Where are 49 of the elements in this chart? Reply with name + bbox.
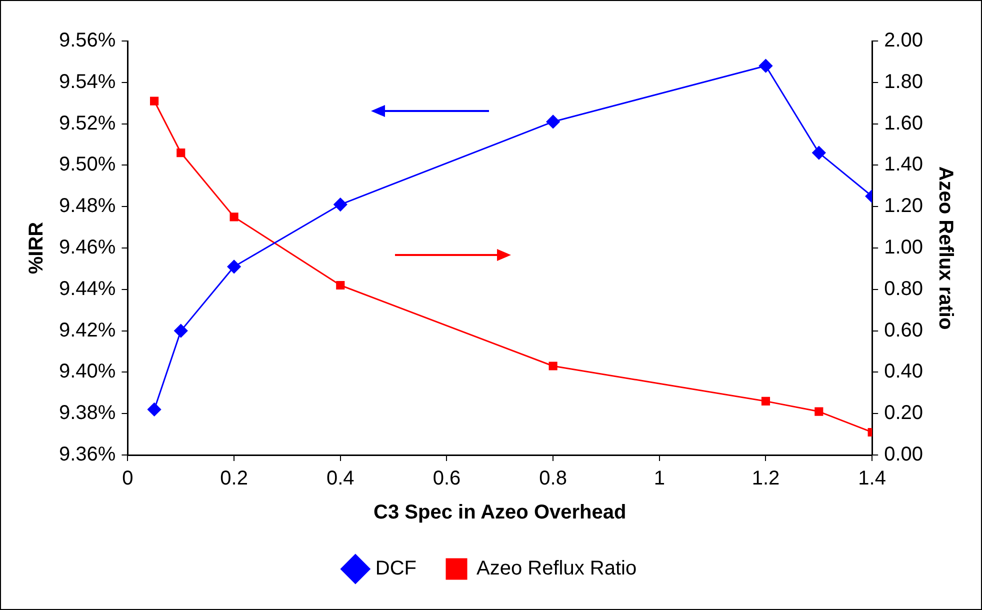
y2-tick-label: 0.60 [884, 319, 924, 342]
legend-label: DCF [375, 558, 417, 580]
point [176, 148, 186, 158]
x-tick-label: 0.8 [539, 468, 567, 490]
point [227, 260, 241, 274]
y2-tick-label: 1.60 [884, 112, 924, 134]
y-tick-label: 9.40% [58, 360, 116, 383]
x-tick-label: 1 [654, 468, 665, 490]
y2-tick-label: 0.20 [884, 402, 924, 424]
x-tick-label: 0.6 [432, 468, 461, 490]
point [546, 114, 560, 128]
point [548, 362, 558, 370]
x-tick-label: 0.4 [326, 468, 354, 490]
y2-tick-label: 1.40 [884, 154, 924, 176]
point [148, 402, 162, 416]
point [230, 212, 238, 222]
y2-tick-label: 0.00 [884, 444, 924, 466]
y-tick-label: 9.38% [58, 402, 116, 424]
y-tick-label: 9.44% [58, 278, 116, 300]
y-tick-label: 9.50% [58, 154, 116, 176]
point [761, 396, 770, 406]
y2-tick-label: 0.80 [884, 278, 924, 300]
x-tick-label: 1.2 [752, 468, 780, 490]
y-tick-label: 9.46% [58, 236, 116, 259]
y2-tick-label: 2.00 [884, 30, 924, 52]
y-axis-title: %IRR [26, 221, 48, 274]
y2-tick-label: 0.40 [884, 360, 924, 383]
x-tick-label: 0.2 [220, 468, 248, 490]
y2-tick-label: 1.00 [884, 236, 924, 259]
x-tick-label: 1.4 [858, 468, 886, 490]
y-tick-label: 9.36% [58, 444, 116, 466]
point [758, 59, 772, 73]
y-tick-label: 9.52% [58, 112, 116, 134]
y-tick-label: 9.42% [58, 319, 116, 342]
point [814, 407, 824, 416]
point [334, 198, 348, 212]
y2-tick-label: 1.80 [884, 70, 924, 93]
point [174, 324, 188, 338]
y2-tick-label: 1.20 [884, 195, 924, 218]
legend-label: Azeo Reflux Ratio [476, 558, 637, 580]
y2-axis-title: Azeo Reflux ratio [934, 166, 956, 330]
y-tick-label: 9.56% [58, 30, 116, 52]
point [336, 280, 345, 290]
point [812, 146, 826, 160]
y-tick-label: 9.54% [58, 70, 116, 93]
y-tick-label: 9.48% [58, 195, 116, 218]
point [150, 96, 159, 106]
x-tick-label: 0 [122, 468, 134, 490]
x-axis-title: C3 Spec in Azeo Overhead [374, 502, 626, 524]
